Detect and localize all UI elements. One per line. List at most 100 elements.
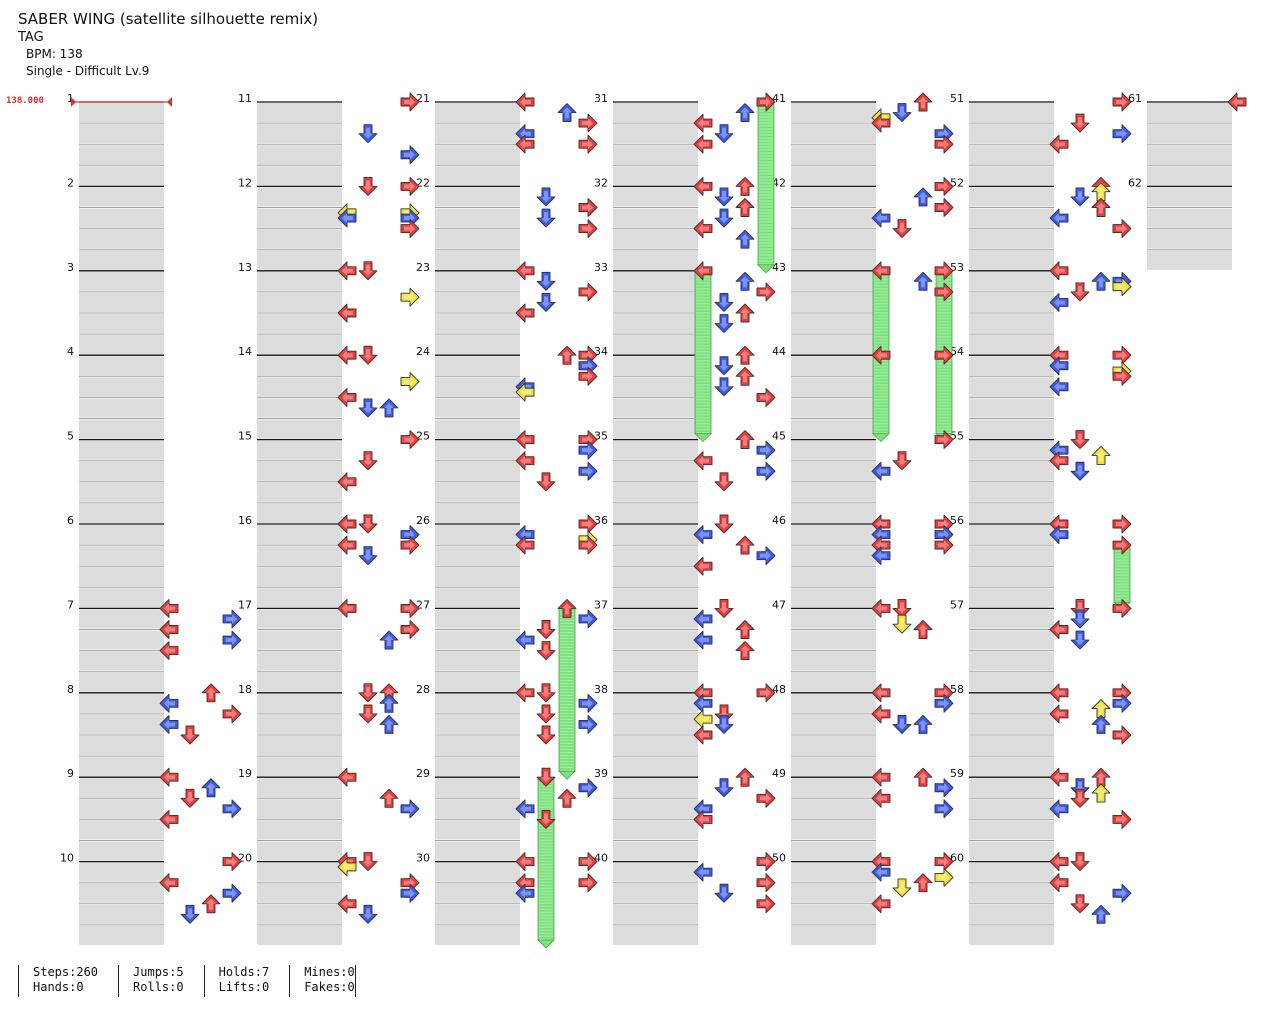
measure-number: 10 (60, 852, 74, 865)
arrow-left-icon (871, 767, 891, 787)
arrow-down-icon (536, 641, 556, 661)
arrow-down-icon (358, 904, 378, 924)
arrow-right-icon (1112, 219, 1132, 239)
arrow-up-icon (735, 366, 755, 386)
arrow-left-icon (1049, 451, 1069, 471)
beat-band (79, 588, 164, 608)
stat-rolls: Rolls:0 (133, 980, 184, 994)
arrow-up-icon (913, 92, 933, 112)
arrow-right-icon (1112, 725, 1132, 745)
arrow-down-icon (714, 356, 734, 376)
beat-band (613, 925, 698, 945)
beat-band (257, 208, 342, 228)
arrow-up-icon (735, 176, 755, 196)
beat-band (435, 736, 520, 756)
arrow-down-icon (892, 219, 912, 239)
arrow-down-icon (358, 683, 378, 703)
beat-band (969, 714, 1054, 734)
beat-band (79, 630, 164, 650)
beat-band (435, 440, 520, 460)
beat-band (435, 503, 520, 523)
measure-33: 33 (594, 261, 698, 355)
measure-number: 29 (416, 767, 430, 780)
beat-band (613, 736, 698, 756)
beat-band (791, 271, 876, 291)
arrow-up-icon (379, 398, 399, 418)
arrow-down-icon (536, 187, 556, 207)
arrow-right-icon (934, 345, 954, 365)
arrow-right-icon (934, 799, 954, 819)
measure-number: 36 (594, 514, 608, 527)
arrow-left-icon (871, 546, 891, 566)
arrow-left-icon (693, 809, 713, 829)
measure-number: 6 (67, 514, 74, 527)
measure-number: 12 (238, 176, 252, 189)
measure-57: 57 (950, 598, 1054, 692)
beat-band (969, 609, 1054, 629)
beat-band (257, 609, 342, 629)
beat-band (257, 925, 342, 945)
beat-band (613, 271, 698, 291)
arrow-right-icon (222, 799, 242, 819)
beat-band (79, 841, 164, 861)
beat-band (613, 546, 698, 566)
arrow-left-icon (515, 883, 535, 903)
beat-band (791, 398, 876, 418)
measure-number: 30 (416, 852, 430, 865)
arrow-left-icon (1049, 377, 1069, 397)
beat-band (79, 609, 164, 629)
arrow-right-icon (934, 430, 954, 450)
measure-47: 47 (772, 598, 876, 692)
arrow-left-icon (1049, 293, 1069, 312)
measure-8: 8 (67, 683, 164, 777)
beat-band (969, 292, 1054, 312)
arrow-left-icon (515, 535, 535, 555)
beat-band (969, 314, 1054, 334)
arrow-right-icon (400, 92, 420, 112)
measure-17: 17 (238, 598, 342, 692)
beat-band (969, 525, 1054, 545)
beat-band (613, 609, 698, 629)
measure-37: 37 (594, 598, 698, 692)
arrow-right-icon (400, 287, 420, 307)
beat-band (435, 271, 520, 291)
beat-band (257, 440, 342, 460)
arrow-down-icon (358, 704, 378, 724)
arrow-left-icon (337, 857, 357, 877)
measure-10: 10 (60, 852, 164, 945)
measure-34: 34 (594, 345, 698, 439)
arrow-up-icon (913, 620, 933, 639)
beat-band (257, 271, 342, 291)
measure-number: 49 (772, 767, 786, 780)
arrow-left-icon (515, 799, 535, 819)
arrow-up-icon (557, 598, 577, 618)
measure-3: 3 (67, 261, 164, 355)
arrow-down-icon (536, 704, 556, 724)
arrow-right-icon (400, 620, 420, 639)
step-chart: 1234567891011121314151617181920212223242… (60, 92, 1247, 949)
arrow-right-icon (222, 704, 242, 724)
arrow-up-icon (735, 103, 755, 123)
arrow-right-icon (578, 134, 598, 154)
arrow-left-icon (159, 641, 179, 661)
measure-62: 62 (1128, 176, 1232, 270)
arrow-down-icon (1070, 609, 1090, 629)
beat-band (435, 862, 520, 882)
arrow-right-icon (756, 683, 776, 703)
beat-band (1147, 166, 1232, 186)
arrow-left-icon (159, 620, 179, 639)
measure-46: 46 (772, 514, 876, 608)
arrow-up-icon (913, 873, 933, 893)
arrow-down-icon (1070, 630, 1090, 650)
beat-band (435, 757, 520, 777)
beat-band (791, 187, 876, 207)
measure-14: 14 (238, 345, 342, 439)
beat-band (791, 103, 876, 123)
arrow-left-icon (693, 525, 713, 544)
arrow-right-icon (934, 778, 954, 798)
measure-12: 12 (238, 176, 342, 270)
arrow-up-icon (379, 788, 399, 808)
arrow-up-icon (913, 715, 933, 734)
beat-band (257, 630, 342, 650)
beat-band (613, 292, 698, 312)
